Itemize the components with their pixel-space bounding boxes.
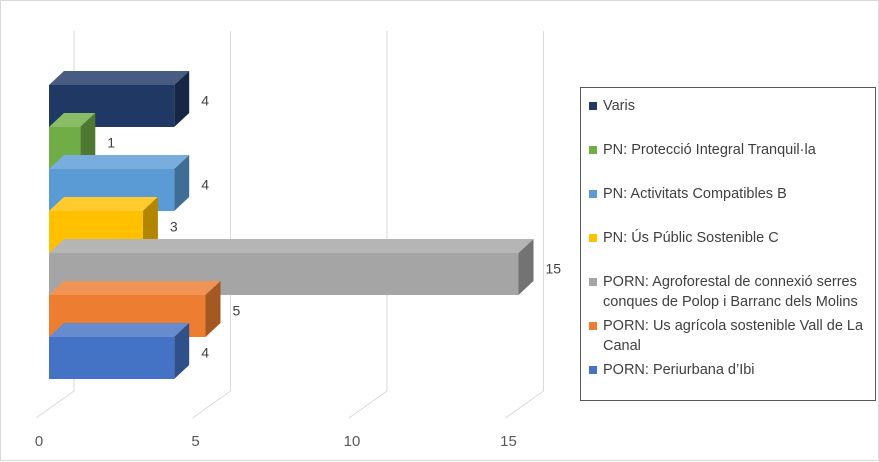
bar-top-face (49, 197, 158, 211)
legend-label: Varis (603, 98, 635, 114)
legend-label: PN: Protecció Integral Tranquil·la (603, 142, 816, 158)
data-labels: 4 1 4 3 15 5 4 (107, 93, 561, 361)
bar-top-face (49, 323, 190, 337)
floor-gridline-5 (192, 390, 231, 419)
legend-label: PORN: Agroforestal de connexió serres co… (603, 274, 858, 310)
floor-gridline-15 (505, 390, 544, 419)
legend-swatch (589, 102, 597, 110)
bar-6 (49, 323, 190, 379)
bar-side-face (205, 281, 221, 337)
data-label-5: 5 (233, 303, 241, 319)
legend-swatch (589, 322, 597, 330)
bar-top-face (49, 281, 221, 295)
legend-item: Varis (589, 96, 875, 116)
legend-label: PN: Activitats Compatibles B (603, 186, 787, 202)
bar-top-face (49, 155, 190, 169)
bar-0 (49, 71, 190, 127)
tick-label-15: 15 (500, 433, 517, 450)
bar-front-face (49, 337, 175, 379)
tick-label-5: 5 (191, 433, 199, 450)
bar-side-face (518, 239, 534, 295)
legend-label: PORN: Us agrícola sostenible Vall de La … (603, 318, 864, 354)
data-label-1: 1 (107, 135, 115, 151)
bar-side-face (174, 323, 190, 379)
data-label-2: 4 (201, 177, 209, 193)
tick-label-10: 10 (344, 433, 361, 450)
legend-label: PN: Ús Públic Sostenible C (603, 230, 779, 246)
bar-top-face (49, 239, 534, 253)
bar-side-face (174, 71, 190, 127)
legend-swatch (589, 146, 597, 154)
legend-label: PORN: Periurbana d’Ibi (603, 362, 755, 378)
tick-label-0: 0 (35, 433, 43, 450)
data-label-6: 4 (201, 345, 209, 361)
bars-layer (49, 71, 534, 379)
legend-item: PN: Ús Públic Sostenible C (589, 228, 875, 248)
bar-top-face (49, 71, 190, 85)
data-label-0: 4 (201, 93, 209, 109)
data-label-3: 3 (170, 219, 178, 235)
floor-gridline-10 (348, 390, 388, 419)
legend-item: PORN: Us agrícola sostenible Vall de La … (589, 316, 875, 356)
tick-labels: 0 5 10 15 (35, 433, 517, 450)
legend: Varis PN: Protecció Integral Tranquil·la P… (580, 87, 876, 401)
bar-top-face (49, 113, 96, 127)
floor-gridline-0 (35, 390, 75, 419)
legend-item: PORN: Agroforestal de connexió serres co… (589, 272, 875, 312)
legend-item: PN: Activitats Compatibles B (589, 184, 875, 204)
legend-swatch (589, 234, 597, 242)
legend-swatch (589, 278, 597, 286)
legend-item: PN: Protecció Integral Tranquil·la (589, 140, 875, 160)
legend-item: PORN: Periurbana d’Ibi (589, 360, 875, 380)
bar-side-face (174, 155, 190, 211)
data-label-4: 15 (546, 261, 562, 277)
legend-swatch (589, 366, 597, 374)
legend-swatch (589, 190, 597, 198)
